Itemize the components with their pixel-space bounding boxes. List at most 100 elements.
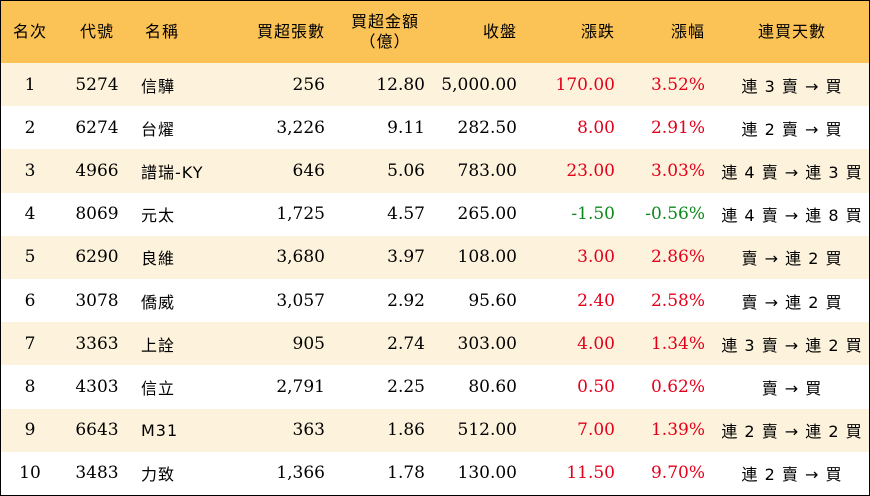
cell-change: -1.50: [571, 204, 615, 225]
cell-rank: 3: [24, 160, 36, 181]
cell-close: 130.00: [457, 463, 517, 484]
cell-change: 3.00: [577, 247, 615, 268]
cell-close: 783.00: [457, 160, 517, 181]
cell-code: 6274: [75, 117, 119, 138]
cell-code: 6290: [75, 247, 119, 268]
cell-change: 0.50: [577, 376, 615, 397]
table-body: 1 5 2 7 4 信驊 256 12.80 5,000.00 170.00 3.52% 連 3 賣 …: [1, 63, 869, 495]
cell-lots: 363: [292, 420, 325, 441]
cell-streak: 連 3 賣 → 連 2 買: [721, 335, 863, 355]
cell-pct: 3.52%: [650, 74, 705, 95]
cell-streak: 賣 → 買: [761, 378, 823, 398]
table-row: 8 4303 信立 2,791 2.25 80.60 0.50 0.62% 賣 → 買: [1, 365, 869, 409]
cell-change: 23.00: [566, 160, 615, 181]
cell-close: 5,000.00: [441, 74, 517, 95]
cell-name: 信驊: [141, 76, 176, 96]
header-code: 代號: [79, 22, 114, 41]
cell-rank: 4: [24, 204, 36, 225]
header-rank: 名次: [12, 22, 47, 41]
table-row: 1 5274 信驊 256 12.80 5,000.00 170.00 3.52% 連 3 賣 …: [1, 63, 869, 107]
cell-lots: 3,226: [276, 117, 325, 138]
cell-rank: 5: [24, 247, 36, 268]
header-streak: 連買天數: [757, 22, 826, 41]
cell-close: 80.60: [468, 376, 517, 397]
header-lots: 買超張數: [256, 22, 325, 41]
cell-close: 265.00: [457, 204, 517, 225]
cell-name: 力致: [141, 465, 176, 485]
cell-amount: 2.92: [387, 290, 425, 311]
cell-name: 僑威: [141, 292, 176, 312]
cell-streak: 連 3 賣 → 買: [741, 76, 843, 96]
cell-name: 譜瑞-KY: [141, 162, 204, 182]
cell-code: 3483: [75, 463, 119, 484]
cell-lots: 3,680: [276, 247, 325, 268]
cell-close: 282.50: [457, 117, 517, 138]
cell-rank: 2: [24, 117, 36, 138]
cell-amount: 1.78: [387, 463, 425, 484]
cell-change: 7.00: [577, 420, 615, 441]
cell-name: 良維: [141, 249, 176, 269]
cell-rank: 8: [24, 376, 36, 397]
cell-pct: 9.70%: [650, 463, 705, 484]
header-amount-line1: 買超金額: [350, 12, 419, 31]
table-row: 4 8069 元太 1,725 4.57 265.00 -1.50 -0.56% 連 4 賣 →…: [1, 192, 869, 236]
table-row: 2 6274 台燿 3,226 9.11 282.50 8.00 2.91% 連 2 賣 → 買: [1, 106, 869, 150]
cell-code: 3363: [75, 333, 119, 354]
cell-close: 108.00: [457, 247, 517, 268]
cell-pct: 1.34%: [650, 333, 705, 354]
cell-streak: 連 2 賣 → 連 2 買: [721, 422, 863, 442]
cell-pct: 0.62%: [650, 376, 705, 397]
table-row: 9 6643 M31 363 1.86 512.00 7.00 1.39% 連 2 賣 → 連 …: [1, 408, 869, 452]
cell-code: 4303: [75, 376, 119, 397]
cell-amount: 5.06: [387, 160, 425, 181]
cell-amount: 9.11: [387, 117, 425, 138]
cell-rank: 9: [24, 420, 36, 441]
cell-name: 元太: [141, 206, 176, 226]
cell-rank: 10: [19, 463, 41, 484]
cell-name: 台燿: [141, 119, 176, 139]
cell-amount: 1.86: [387, 420, 425, 441]
cell-code: 8069: [75, 204, 119, 225]
cell-pct: 2.91%: [650, 117, 705, 138]
table-row: 7 3363 上詮 905 2.74 303.00 4.00 1.34% 連 3 賣 → 連 2…: [1, 322, 869, 366]
table-row: 5 6290 良維 3,680 3.97 108.00 3.00 2.86% 賣 → 連 2 買: [1, 235, 869, 279]
cell-streak: 連 4 賣 → 連 8 買: [721, 206, 863, 226]
cell-streak: 賣 → 連 2 買: [741, 292, 843, 312]
cell-name: M31: [141, 420, 179, 440]
cell-pct: 1.39%: [650, 420, 705, 441]
cell-rank: 1: [24, 74, 36, 95]
cell-streak: 連 4 賣 → 連 3 買: [721, 162, 863, 182]
cell-close: 512.00: [457, 420, 517, 441]
cell-change: 170.00: [555, 74, 615, 95]
cell-lots: 3,057: [276, 290, 325, 311]
cell-streak: 連 2 賣 → 買: [741, 119, 843, 139]
header-pct: 漲幅: [670, 22, 705, 41]
cell-lots: 256: [292, 74, 325, 95]
cell-pct: 3.03%: [650, 160, 705, 181]
cell-streak: 賣 → 連 2 買: [741, 249, 843, 269]
cell-change: 2.40: [577, 290, 615, 311]
cell-lots: 2,791: [276, 376, 325, 397]
cell-code: 6643: [75, 420, 119, 441]
cell-name: 上詮: [141, 335, 176, 355]
cell-lots: 1,725: [276, 204, 325, 225]
cell-close: 303.00: [457, 333, 517, 354]
cell-pct: 2.86%: [650, 247, 705, 268]
cell-change: 4.00: [577, 333, 615, 354]
cell-rank: 7: [24, 333, 36, 354]
cell-amount: 3.97: [387, 247, 425, 268]
cell-streak: 連 2 賣 → 買: [741, 465, 843, 485]
cell-close: 95.60: [468, 290, 517, 311]
cell-pct: 2.58%: [650, 290, 705, 311]
table-row: 3 4966 譜瑞-KY 646 5.06 783.00 23.00 3.03% 連 4 賣 →…: [1, 149, 869, 193]
cell-amount: 2.25: [387, 376, 425, 397]
cell-amount: 4.57: [387, 204, 425, 225]
cell-change: 11.50: [566, 463, 615, 484]
cell-amount: 12.80: [376, 74, 425, 95]
header-close: 收盤: [482, 22, 517, 41]
cell-name: 信立: [141, 378, 176, 398]
cell-change: 8.00: [577, 117, 615, 138]
cell-code: 3078: [75, 290, 119, 311]
cell-lots: 1,366: [276, 463, 325, 484]
